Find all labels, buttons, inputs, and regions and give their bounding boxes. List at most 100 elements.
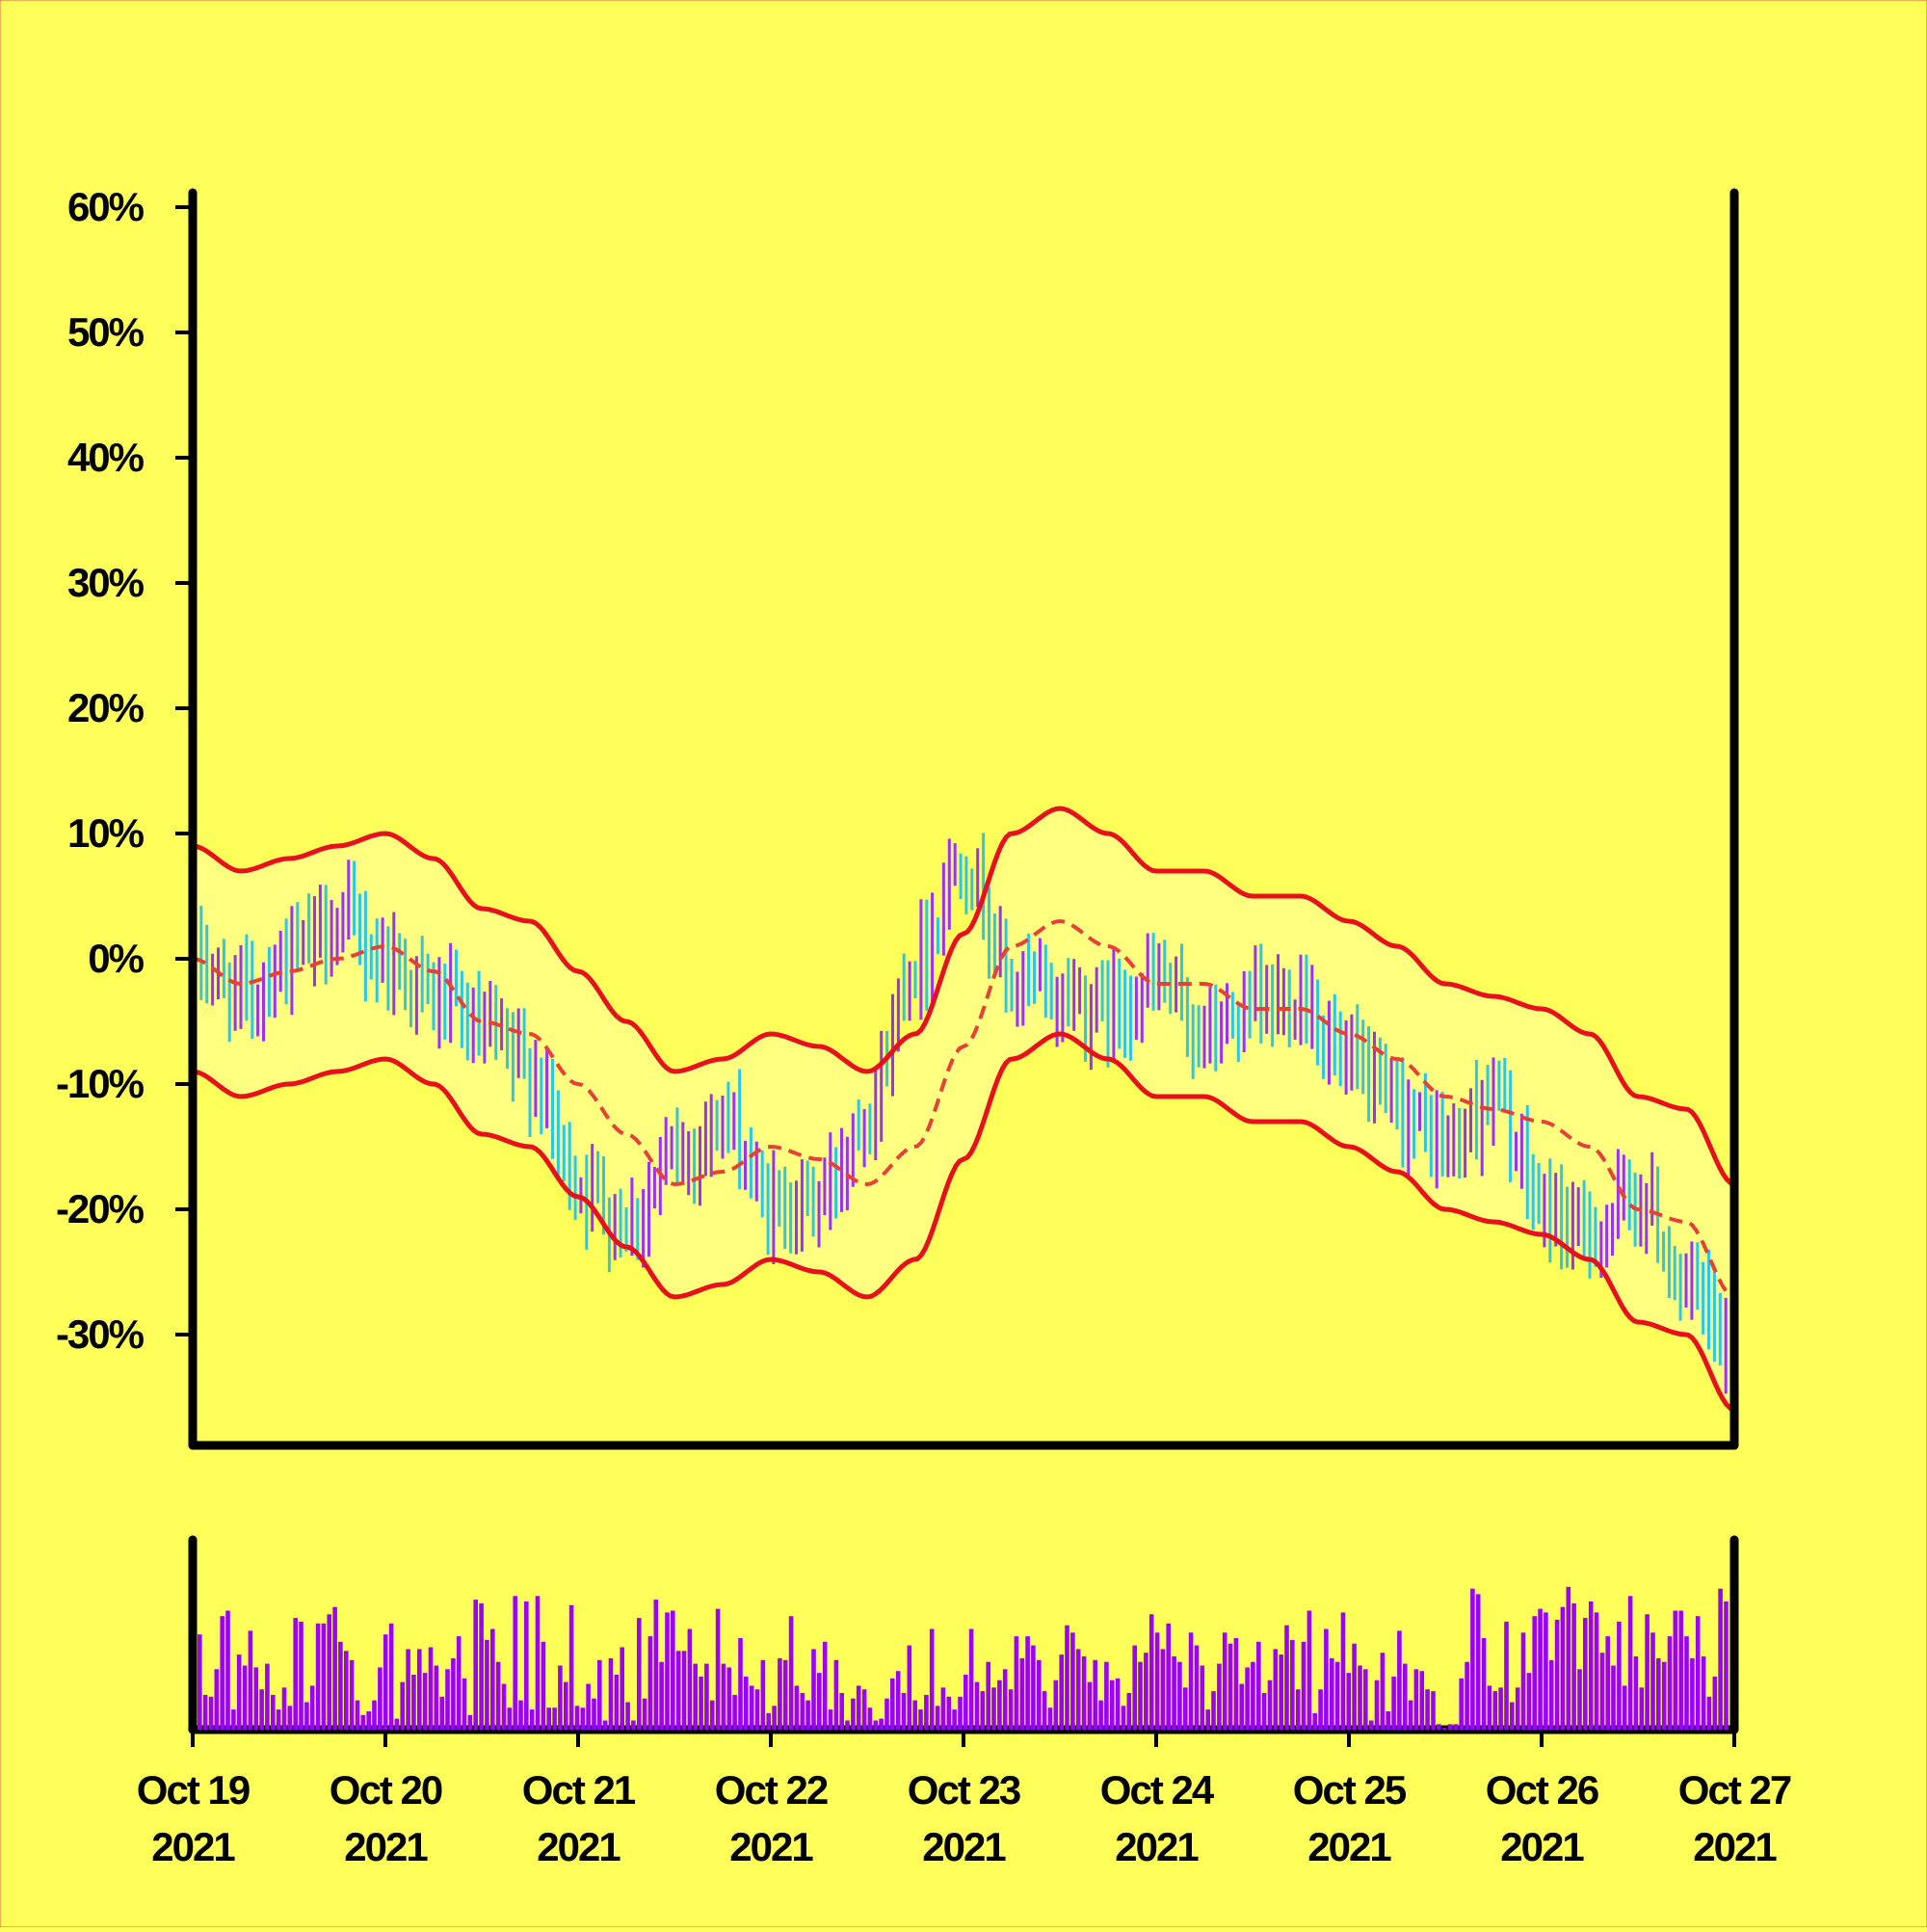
volume-bar: [704, 1663, 709, 1730]
volume-bar: [749, 1685, 754, 1730]
volume-bar: [918, 1709, 923, 1730]
volume-bar: [428, 1647, 434, 1730]
volume-bar: [253, 1667, 259, 1730]
volume-bar: [501, 1683, 507, 1730]
volume-bar: [744, 1676, 749, 1730]
volume-bar: [1583, 1618, 1588, 1730]
volume-bar: [1047, 1707, 1053, 1730]
volume-bar: [1183, 1687, 1188, 1730]
volume-bar: [422, 1673, 428, 1730]
volume-bar: [1588, 1601, 1594, 1730]
volume-bar: [822, 1641, 828, 1730]
volume-bar: [1605, 1636, 1610, 1730]
volume-bar: [586, 1683, 591, 1730]
volume-bar: [1177, 1661, 1182, 1730]
volume-bar: [349, 1659, 355, 1730]
volume-bar: [1437, 1724, 1441, 1730]
volume-bar: [1138, 1661, 1143, 1730]
volume-bar: [788, 1616, 794, 1730]
volume-bar: [1160, 1649, 1166, 1730]
volume-bar: [620, 1647, 624, 1730]
volume-bar: [1622, 1685, 1627, 1730]
volume-bar: [445, 1669, 450, 1730]
x-tick-label-year: 2021: [537, 1824, 620, 1869]
x-tick-label-year: 2021: [1693, 1824, 1777, 1869]
volume-bar: [1594, 1612, 1599, 1730]
volume-bar: [1008, 1689, 1014, 1730]
volume-bar: [1019, 1657, 1025, 1730]
volume-bar: [1217, 1663, 1222, 1730]
volume-bar: [681, 1651, 687, 1730]
x-tick-label-year: 2021: [729, 1824, 813, 1869]
volume-bar: [1684, 1636, 1689, 1730]
volume-bar: [997, 1680, 1002, 1730]
volume-bar: [1352, 1643, 1357, 1730]
volume-bar: [1340, 1612, 1346, 1730]
volume-bar: [281, 1687, 287, 1730]
volume-bar: [709, 1700, 715, 1730]
volume-bar: [214, 1669, 220, 1730]
volume-bar: [529, 1709, 535, 1730]
volume-bar: [360, 1714, 366, 1730]
volume-bar: [1453, 1724, 1459, 1730]
volume-bar: [524, 1601, 529, 1730]
volume-bar: [1307, 1610, 1312, 1730]
volume-bar: [1391, 1676, 1396, 1730]
volume-bar: [721, 1663, 726, 1730]
volume-bar: [968, 1628, 974, 1730]
volume-bar: [732, 1694, 737, 1730]
volume-bar: [467, 1714, 473, 1730]
volume-bar: [958, 1696, 963, 1730]
volume-bar: [1380, 1653, 1386, 1730]
volume-bar: [1510, 1702, 1515, 1730]
y-tick-label: 30%: [67, 560, 145, 605]
volume-bar: [772, 1706, 777, 1730]
volume-bar: [198, 1634, 202, 1730]
volume-bar: [884, 1698, 889, 1730]
volume-bar: [1678, 1610, 1683, 1730]
volume-bar: [564, 1681, 568, 1730]
volume-bar: [1645, 1614, 1650, 1730]
volume-bar: [1673, 1610, 1678, 1730]
volume-bar: [242, 1665, 248, 1730]
volume-bar: [1346, 1673, 1352, 1730]
band-lines: [192, 806, 1735, 1413]
volume-bar: [1273, 1649, 1279, 1730]
volume-bar: [1515, 1687, 1520, 1730]
volume-bar: [236, 1654, 242, 1730]
y-tick-label: -20%: [56, 1186, 145, 1231]
volume-bar: [265, 1663, 270, 1730]
volume-bar: [1324, 1628, 1329, 1730]
volume-bar: [248, 1630, 253, 1730]
volume-bar: [1656, 1657, 1661, 1730]
volume-bar: [1560, 1606, 1566, 1730]
y-axis-ticks: 60% 50% 40% 30% 20% 10% 0% -10% -20% -30%: [56, 184, 193, 1357]
volume-bar: [1667, 1636, 1673, 1730]
volume-bar: [1053, 1680, 1059, 1730]
volume-bar: [1148, 1614, 1154, 1730]
volume-bar: [924, 1694, 929, 1730]
volume-bar: [1172, 1656, 1176, 1730]
volume-bar: [1397, 1630, 1402, 1730]
volume-bar: [687, 1628, 693, 1730]
volume-bar: [321, 1623, 327, 1730]
volume-bar: [839, 1693, 844, 1730]
volume-bar: [479, 1602, 484, 1730]
volume-bar: [851, 1698, 856, 1730]
volume-bar: [647, 1636, 653, 1730]
volume-bar: [946, 1696, 952, 1730]
volume-bar: [940, 1687, 946, 1730]
volume-bar: [1115, 1678, 1121, 1730]
volume-bar: [1413, 1669, 1419, 1730]
volume-bar: [738, 1638, 743, 1730]
volume-bar: [726, 1667, 732, 1730]
volume-bar: [1403, 1663, 1408, 1730]
volume-bar: [287, 1706, 293, 1730]
volume-bar: [1554, 1620, 1560, 1730]
volume-bar: [299, 1621, 304, 1730]
volume-bar: [220, 1616, 224, 1730]
volume-bar: [1724, 1601, 1729, 1730]
volume-bar: [1166, 1623, 1171, 1730]
upper-band-line: [192, 806, 1735, 1187]
